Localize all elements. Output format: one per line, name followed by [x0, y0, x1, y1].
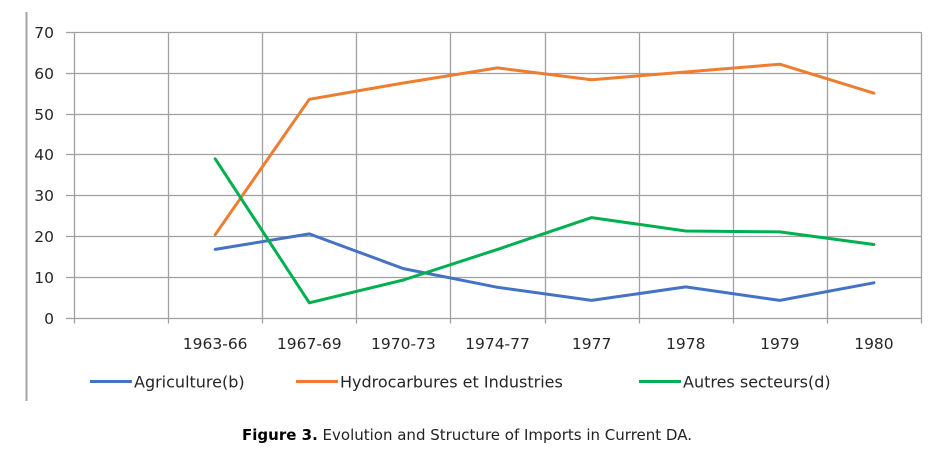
legend-label: Hydrocarbures et Industries: [340, 373, 563, 392]
y-tick-label: 40: [34, 146, 54, 164]
x-tick-label: 1978: [666, 335, 705, 353]
x-tick-label: 1980: [854, 335, 893, 353]
y-tick-label: 0: [44, 310, 54, 328]
caption-label: Figure 3.: [242, 426, 318, 444]
y-tick-label: 20: [34, 228, 54, 246]
series-line: [213, 157, 876, 305]
series-line: [213, 232, 876, 302]
y-tick-label: 70: [34, 24, 54, 42]
legend: Agriculture(b) Hydrocarbures et Industrie…: [90, 373, 831, 392]
y-tick-label: 50: [34, 106, 54, 124]
x-axis-tick-labels: 1963-66 1967-69 1970-73 1974-77 1977 1978 1979…: [183, 335, 894, 353]
horizontal-gridlines: [66, 31, 921, 320]
y-axis-tick-labels: 0 10 20 30 40 50 60 70: [34, 24, 54, 328]
y-tick-label: 30: [34, 187, 54, 205]
series-line: [213, 62, 876, 237]
y-tick-label: 60: [34, 65, 54, 83]
y-tick-label: 10: [34, 269, 54, 287]
series-lines: [213, 62, 876, 305]
x-tick-label: 1977: [572, 335, 611, 353]
x-tick-label: 1974-77: [465, 335, 530, 353]
x-tick-label: 1963-66: [183, 335, 248, 353]
line-chart: 0 10 20 30 40 50 60 70 1963-66 1967-69 1970-73 197…: [25, 12, 923, 401]
vertical-gridlines: [73, 32, 923, 324]
x-tick-label: 1970-73: [371, 335, 436, 353]
caption-text: Evolution and Structure of Imports in Cu…: [317, 426, 692, 444]
x-tick-label: 1979: [760, 335, 799, 353]
legend-label: Autres secteurs(d): [683, 373, 831, 392]
legend-label: Agriculture(b): [134, 373, 245, 392]
x-tick-label: 1967-69: [277, 335, 342, 353]
figure-caption: Figure 3. Evolution and Structure of Imp…: [0, 426, 934, 444]
